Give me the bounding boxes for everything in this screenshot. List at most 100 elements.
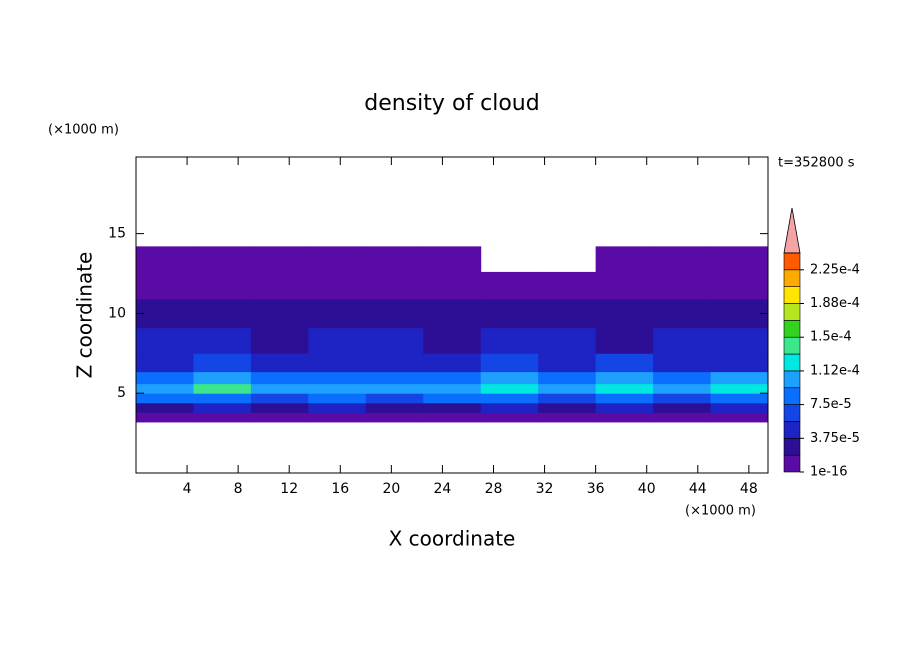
colorbar-tick-label: 1.5e-4 — [810, 330, 852, 345]
contour-cell — [710, 246, 769, 273]
x-tick-label: 36 — [587, 481, 605, 497]
contour-cell — [653, 353, 712, 373]
x-tick-label: 44 — [689, 481, 707, 497]
y-tick-label: 10 — [108, 305, 126, 321]
contour-cell — [710, 393, 769, 404]
colorbar-tick-label: 1.88e-4 — [810, 296, 860, 311]
contour-cell — [595, 327, 654, 354]
contour-cell — [250, 299, 309, 329]
contour-cell — [423, 327, 482, 354]
x-tick-label: 8 — [234, 481, 243, 497]
contour-cell — [710, 353, 769, 373]
contour-cell — [136, 246, 194, 273]
x-unit: (×1000 m) — [685, 504, 756, 519]
contour-cell — [538, 353, 597, 373]
contour-cell — [710, 299, 769, 329]
contour-cell — [595, 271, 654, 300]
contour-cell — [480, 402, 539, 413]
colorbar-extend — [783, 207, 801, 254]
colorbar-tick-label: 7.5e-5 — [810, 397, 852, 412]
contour-cell — [193, 393, 252, 404]
contour-cell — [193, 402, 252, 413]
x-tick-label: 32 — [536, 481, 554, 497]
contour-cell — [193, 383, 252, 394]
x-tick-label: 48 — [740, 481, 758, 497]
contour-cell — [193, 327, 252, 354]
contour-cell — [365, 246, 424, 273]
plot-frame — [135, 156, 769, 474]
contour-cell — [538, 383, 597, 394]
contour-cell — [423, 271, 482, 300]
x-tick-label: 24 — [434, 481, 452, 497]
contour-cell — [365, 271, 424, 300]
contour-cell — [308, 402, 367, 413]
contour-cell — [423, 246, 482, 273]
colorbar-band — [783, 269, 801, 287]
contour-cell — [193, 246, 252, 273]
contour-cell — [423, 402, 482, 413]
colorbar-band — [783, 421, 801, 439]
contour-cell — [308, 299, 367, 329]
contour-cell — [250, 371, 309, 385]
contour-cell — [365, 299, 424, 329]
y-tick-label: 15 — [108, 226, 126, 242]
contour-cell — [595, 402, 654, 413]
contour-cell — [710, 271, 769, 300]
contour-cell — [595, 371, 654, 385]
contour-cell — [250, 383, 309, 394]
x-tick-label: 12 — [280, 481, 298, 497]
contour-cell — [423, 383, 482, 394]
contour-cell — [250, 353, 309, 373]
contour-cell — [308, 246, 367, 273]
contour-cell — [193, 412, 252, 423]
x-tick-label: 28 — [485, 481, 503, 497]
contour-cell — [538, 393, 597, 404]
contour-cell — [595, 353, 654, 373]
contour-cell — [136, 371, 194, 385]
contour-cell — [250, 271, 309, 300]
contour-cell — [136, 299, 194, 329]
contour-cell — [595, 246, 654, 273]
contour-cell — [136, 327, 194, 354]
colorbar-tick-label: 2.25e-4 — [810, 262, 860, 277]
colorbar-band — [783, 336, 801, 355]
contour-cell — [480, 299, 539, 329]
contour-cell — [538, 299, 597, 329]
contour-cell — [250, 246, 309, 273]
contour-cell — [595, 393, 654, 404]
contour-cell — [653, 402, 712, 413]
colorbar-band — [783, 320, 801, 338]
x-tick-label: 16 — [331, 481, 349, 497]
contour-cell — [136, 383, 194, 394]
contour-cell — [250, 402, 309, 413]
contour-cell — [710, 371, 769, 385]
contour-cell — [136, 393, 194, 404]
colorbar-band — [783, 387, 801, 405]
y-tick-label: 5 — [117, 385, 126, 401]
contour-cell — [365, 412, 424, 423]
contour-cell — [365, 353, 424, 373]
contour-cell — [653, 327, 712, 354]
contour-cell — [538, 412, 597, 423]
contour-cell — [480, 412, 539, 423]
contour-cell — [538, 327, 597, 354]
colorbar-tick-label: 1.12e-4 — [810, 363, 860, 378]
contour-cell — [538, 402, 597, 413]
contour-cell — [308, 353, 367, 373]
contour-cell — [423, 353, 482, 373]
contour-cell — [653, 271, 712, 300]
contour-cell — [595, 299, 654, 329]
contour-cell — [365, 383, 424, 394]
contour-cell — [308, 371, 367, 385]
contour-cell — [480, 353, 539, 373]
colorbar-band — [783, 252, 801, 271]
contour-cell — [653, 393, 712, 404]
contour-cell — [308, 327, 367, 354]
contour-cell — [710, 383, 769, 394]
contour-cell — [480, 327, 539, 354]
x-axis-title: X coordinate — [389, 527, 516, 551]
colorbar-band — [783, 370, 801, 389]
contour-cell — [653, 412, 712, 423]
contour-cell — [653, 246, 712, 273]
